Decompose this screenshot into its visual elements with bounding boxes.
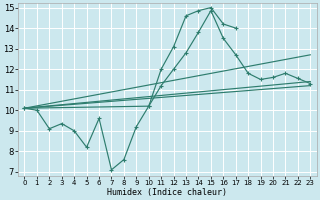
X-axis label: Humidex (Indice chaleur): Humidex (Indice chaleur) <box>108 188 228 197</box>
